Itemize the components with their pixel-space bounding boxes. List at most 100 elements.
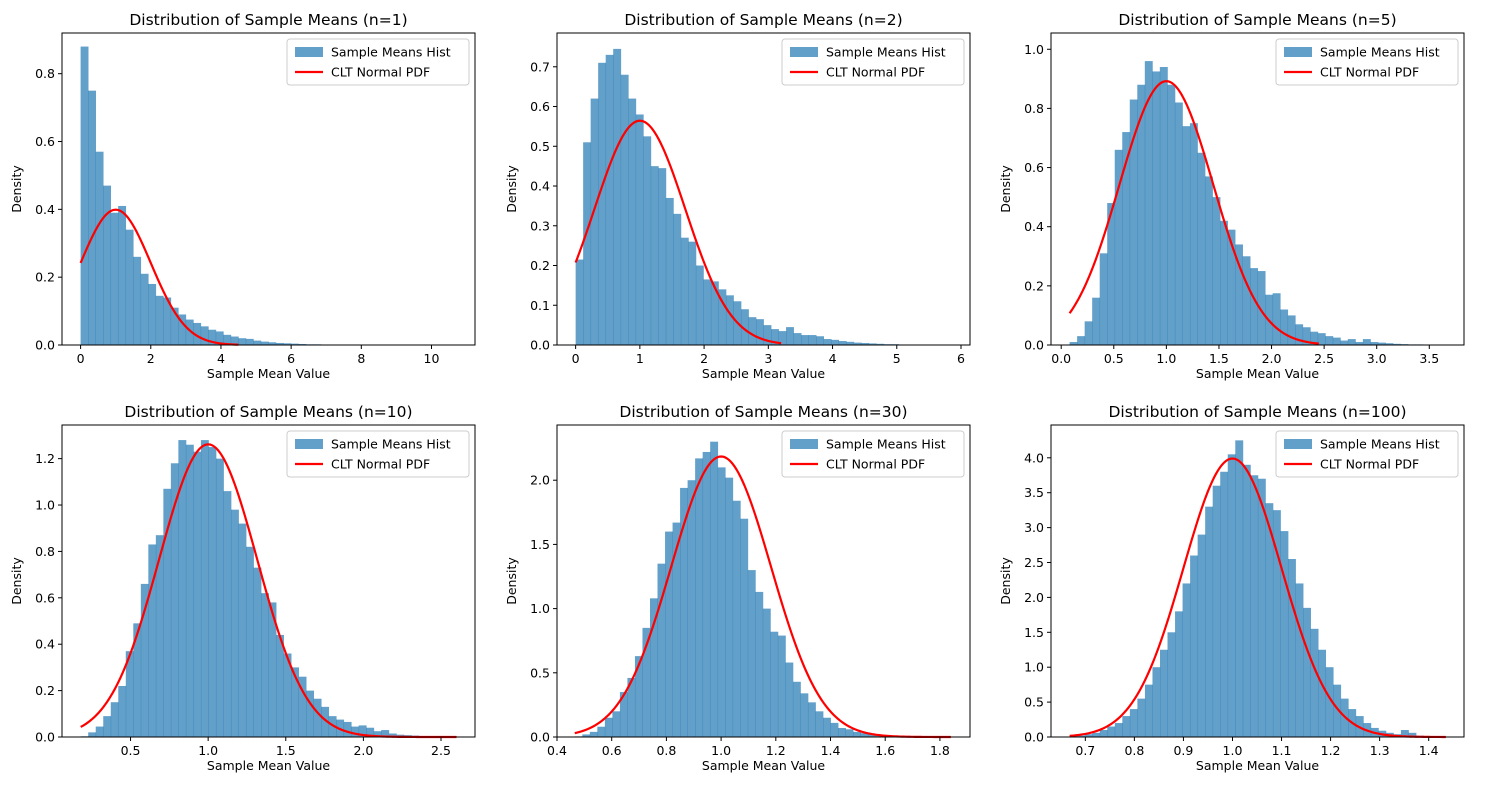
histogram-bar bbox=[1280, 309, 1289, 345]
legend-box bbox=[1275, 430, 1459, 478]
histogram-bar bbox=[133, 623, 142, 737]
histogram-bar bbox=[710, 281, 719, 345]
histogram-bar bbox=[1197, 534, 1206, 737]
chart-title: Distribution of Sample Means (n=30) bbox=[619, 403, 907, 421]
histogram-bar bbox=[193, 322, 202, 345]
y-tick-label: 0.5 bbox=[530, 139, 550, 154]
x-tick-label: 1.4 bbox=[821, 743, 841, 758]
x-tick-label: 1 bbox=[636, 351, 644, 366]
histogram-bar bbox=[1137, 84, 1146, 346]
x-tick-label: 3.5 bbox=[1419, 351, 1439, 366]
histogram-bar bbox=[1227, 229, 1236, 345]
axes-frame bbox=[556, 32, 971, 346]
histogram-bar bbox=[845, 729, 854, 737]
histogram-bar bbox=[1084, 734, 1093, 737]
histogram-bar bbox=[313, 698, 322, 737]
x-tick-label: 4 bbox=[217, 351, 225, 366]
y-tick-label: 0.2 bbox=[35, 270, 55, 285]
histogram-bar bbox=[583, 142, 592, 345]
histogram-bar bbox=[103, 716, 112, 737]
histogram-bar bbox=[95, 151, 104, 345]
x-tick-label: 1.5 bbox=[276, 743, 296, 758]
histogram-bar bbox=[140, 273, 149, 345]
histogram-bar bbox=[321, 706, 330, 737]
histogram-bar bbox=[170, 463, 179, 737]
y-tick-label: 4.0 bbox=[1024, 450, 1044, 465]
histogram-bar bbox=[1175, 611, 1183, 737]
histogram-bar bbox=[846, 341, 855, 345]
histogram-bar bbox=[1392, 343, 1401, 345]
histogram-bar bbox=[1159, 649, 1168, 737]
histogram-bar bbox=[590, 98, 599, 345]
histogram-bar bbox=[643, 136, 652, 345]
histogram-bar bbox=[853, 342, 862, 345]
legend-swatch-histogram bbox=[790, 439, 818, 449]
histogram-bar bbox=[1092, 732, 1101, 737]
histogram-bar bbox=[148, 283, 157, 345]
histogram-bar bbox=[298, 343, 307, 345]
x-tick-label: 1.2 bbox=[766, 743, 786, 758]
histogram-bar bbox=[193, 451, 202, 737]
histogram-bar bbox=[748, 317, 757, 345]
histogram-bar bbox=[1362, 339, 1371, 345]
x-tick-label: 1.4 bbox=[1419, 743, 1439, 758]
histogram-bar bbox=[306, 690, 315, 737]
histogram-bar bbox=[763, 325, 772, 345]
histogram-bar bbox=[163, 488, 172, 737]
clt-normal-pdf-line bbox=[574, 119, 782, 345]
histogram-bar bbox=[1152, 71, 1161, 345]
histogram-bar bbox=[604, 717, 613, 737]
y-tick-label: 0.3 bbox=[530, 218, 550, 233]
y-tick-label: 1.0 bbox=[1024, 42, 1044, 57]
histogram-bar bbox=[1152, 667, 1161, 737]
y-axis-label: Density bbox=[998, 165, 1013, 213]
histogram-bar bbox=[1333, 684, 1342, 737]
histogram-bar bbox=[1317, 333, 1326, 345]
histogram-bar bbox=[717, 467, 726, 737]
x-tick-label: 0.6 bbox=[602, 743, 622, 758]
histogram-bar bbox=[261, 593, 269, 737]
histogram-bar bbox=[291, 667, 299, 737]
histogram-bar bbox=[1159, 67, 1168, 346]
legend: Sample Means Hist CLT Normal PDF bbox=[781, 38, 965, 86]
histogram-bar bbox=[801, 335, 809, 345]
x-tick-label: 10 bbox=[424, 351, 440, 366]
histogram-bar bbox=[1167, 84, 1176, 346]
histogram-bar bbox=[786, 327, 794, 345]
legend-label-line: CLT Normal PDF bbox=[331, 457, 430, 472]
histogram-bar bbox=[276, 634, 284, 737]
histogram-bar bbox=[762, 608, 771, 737]
histogram-bar bbox=[732, 500, 741, 737]
y-tick-label: 0.2 bbox=[35, 683, 55, 698]
legend-label-line: CLT Normal PDF bbox=[1320, 65, 1419, 80]
histogram-bar bbox=[155, 295, 164, 345]
histogram-bar bbox=[268, 342, 277, 345]
histogram-bars bbox=[1069, 440, 1447, 737]
histogram-bar bbox=[208, 447, 217, 737]
histogram-bar bbox=[740, 309, 749, 345]
histogram-bar bbox=[620, 74, 629, 345]
histogram-bar bbox=[290, 343, 299, 345]
chart-title: Distribution of Sample Means (n=2) bbox=[624, 11, 902, 29]
histogram-bar bbox=[245, 546, 254, 737]
x-tick-label: 2 bbox=[700, 351, 708, 366]
legend-label-histogram: Sample Means Hist bbox=[826, 437, 946, 452]
histogram-bar bbox=[628, 98, 637, 345]
histogram-bar bbox=[1310, 628, 1319, 737]
histogram-bar bbox=[613, 48, 622, 345]
histogram-bar bbox=[695, 265, 704, 345]
y-tick-label: 0.6 bbox=[1024, 160, 1044, 175]
histogram-bar bbox=[1077, 735, 1086, 737]
histogram-bar bbox=[703, 279, 712, 345]
x-axis-label: Sample Mean Value bbox=[207, 366, 331, 381]
histogram-bar bbox=[1084, 321, 1093, 345]
x-tick-label: 1.5 bbox=[1209, 351, 1229, 366]
histogram-bar bbox=[328, 716, 337, 737]
x-tick-label: 8 bbox=[357, 351, 365, 366]
y-tick-label: 0.0 bbox=[530, 730, 550, 745]
histogram-bar bbox=[275, 342, 284, 345]
histogram-bar bbox=[118, 205, 127, 345]
histogram-bar bbox=[1332, 337, 1341, 345]
histogram-bar bbox=[88, 732, 97, 737]
y-tick-label: 0.4 bbox=[1024, 219, 1044, 234]
